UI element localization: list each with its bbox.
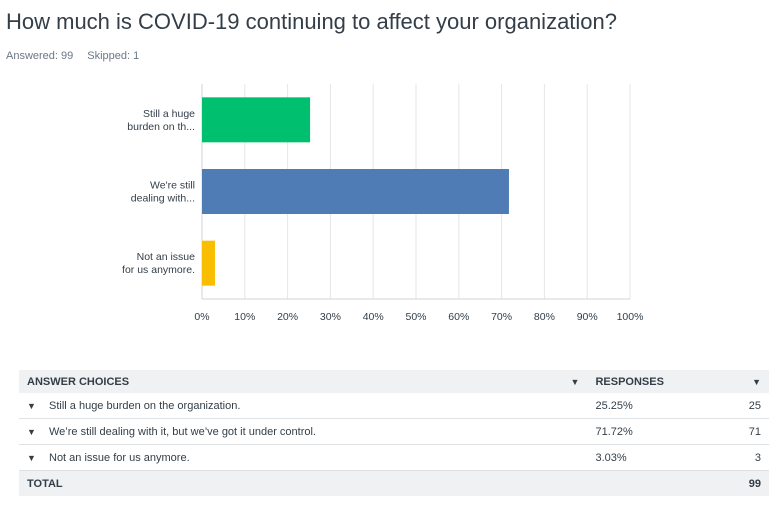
choice-text: Still a huge burden on the organization. xyxy=(49,399,241,412)
x-tick-label: 70% xyxy=(491,311,512,323)
table-header-row: ANSWER CHOICES ▼ RESPONSES ▼ xyxy=(19,370,769,393)
category-label: We're still dealing with... xyxy=(131,180,195,205)
expand-caret-icon[interactable]: ▼ xyxy=(27,400,36,411)
x-tick-label: 80% xyxy=(534,311,555,323)
response-count: 3 xyxy=(703,444,769,471)
expand-caret-icon[interactable]: ▼ xyxy=(27,452,36,463)
response-count: 71 xyxy=(703,418,769,445)
x-tick-label: 50% xyxy=(405,311,426,323)
bar-chart: 0% 10% 20% 30% 40% 50% 60% 70% 80% 90% 100% Still a… xyxy=(122,84,644,323)
bar[interactable] xyxy=(202,97,311,143)
bar[interactable] xyxy=(202,169,509,214)
answer-choices-header[interactable]: ANSWER CHOICES ▼ xyxy=(19,370,587,393)
responses-label: RESPONSES xyxy=(595,375,664,388)
response-percent: 71.72% xyxy=(587,418,704,445)
answered-count: Answered: 99 xyxy=(6,50,74,62)
x-tick-label: 100% xyxy=(617,311,644,323)
sort-caret-icon[interactable]: ▼ xyxy=(752,376,761,387)
responses-header[interactable]: RESPONSES ▼ xyxy=(587,370,769,393)
choice-text: We’re still dealing with it, but we’ve g… xyxy=(49,425,316,438)
response-percent: 3.03% xyxy=(587,444,704,471)
sort-caret-icon[interactable]: ▼ xyxy=(570,376,580,387)
total-label: TOTAL xyxy=(27,477,63,490)
x-tick-label: 10% xyxy=(234,311,255,323)
responses-table-container: ANSWER CHOICES ▼ RESPONSES ▼ ▼ Still a hu… xyxy=(19,370,769,496)
choice-text: Not an issue for us anymore. xyxy=(49,451,190,464)
response-count: 25 xyxy=(703,393,769,419)
table-row: ▼ Not an issue for us anymore. 3.03% 3 xyxy=(19,444,769,471)
total-count: 99 xyxy=(748,477,761,490)
x-tick-label: 0% xyxy=(194,311,209,323)
response-stats: Answered: 99 Skipped: 1 xyxy=(6,50,139,62)
skipped-count: Skipped: 1 xyxy=(87,50,140,62)
answer-choices-label: ANSWER CHOICES xyxy=(27,375,130,388)
table-row: ▼ We’re still dealing with it, but we’ve … xyxy=(19,418,769,445)
category-label: Still a huge burden on th... xyxy=(127,108,195,133)
x-tick-label: 90% xyxy=(577,311,598,323)
bar[interactable] xyxy=(202,240,215,286)
question-title: How much is COVID-19 continuing to affec… xyxy=(6,9,618,34)
x-tick-label: 40% xyxy=(363,311,384,323)
responses-table: ANSWER CHOICES ▼ RESPONSES ▼ ▼ Still a hu… xyxy=(19,370,769,496)
response-percent: 25.25% xyxy=(587,393,704,419)
expand-caret-icon[interactable]: ▼ xyxy=(27,426,36,437)
x-tick-label: 60% xyxy=(448,311,469,323)
x-tick-label: 20% xyxy=(277,311,298,323)
category-label: Not an issue for us anymore. xyxy=(122,251,195,276)
table-row: ▼ Still a huge burden on the organization… xyxy=(19,393,769,419)
total-row: TOTAL 99 xyxy=(19,470,769,496)
x-tick-label: 30% xyxy=(320,311,341,323)
